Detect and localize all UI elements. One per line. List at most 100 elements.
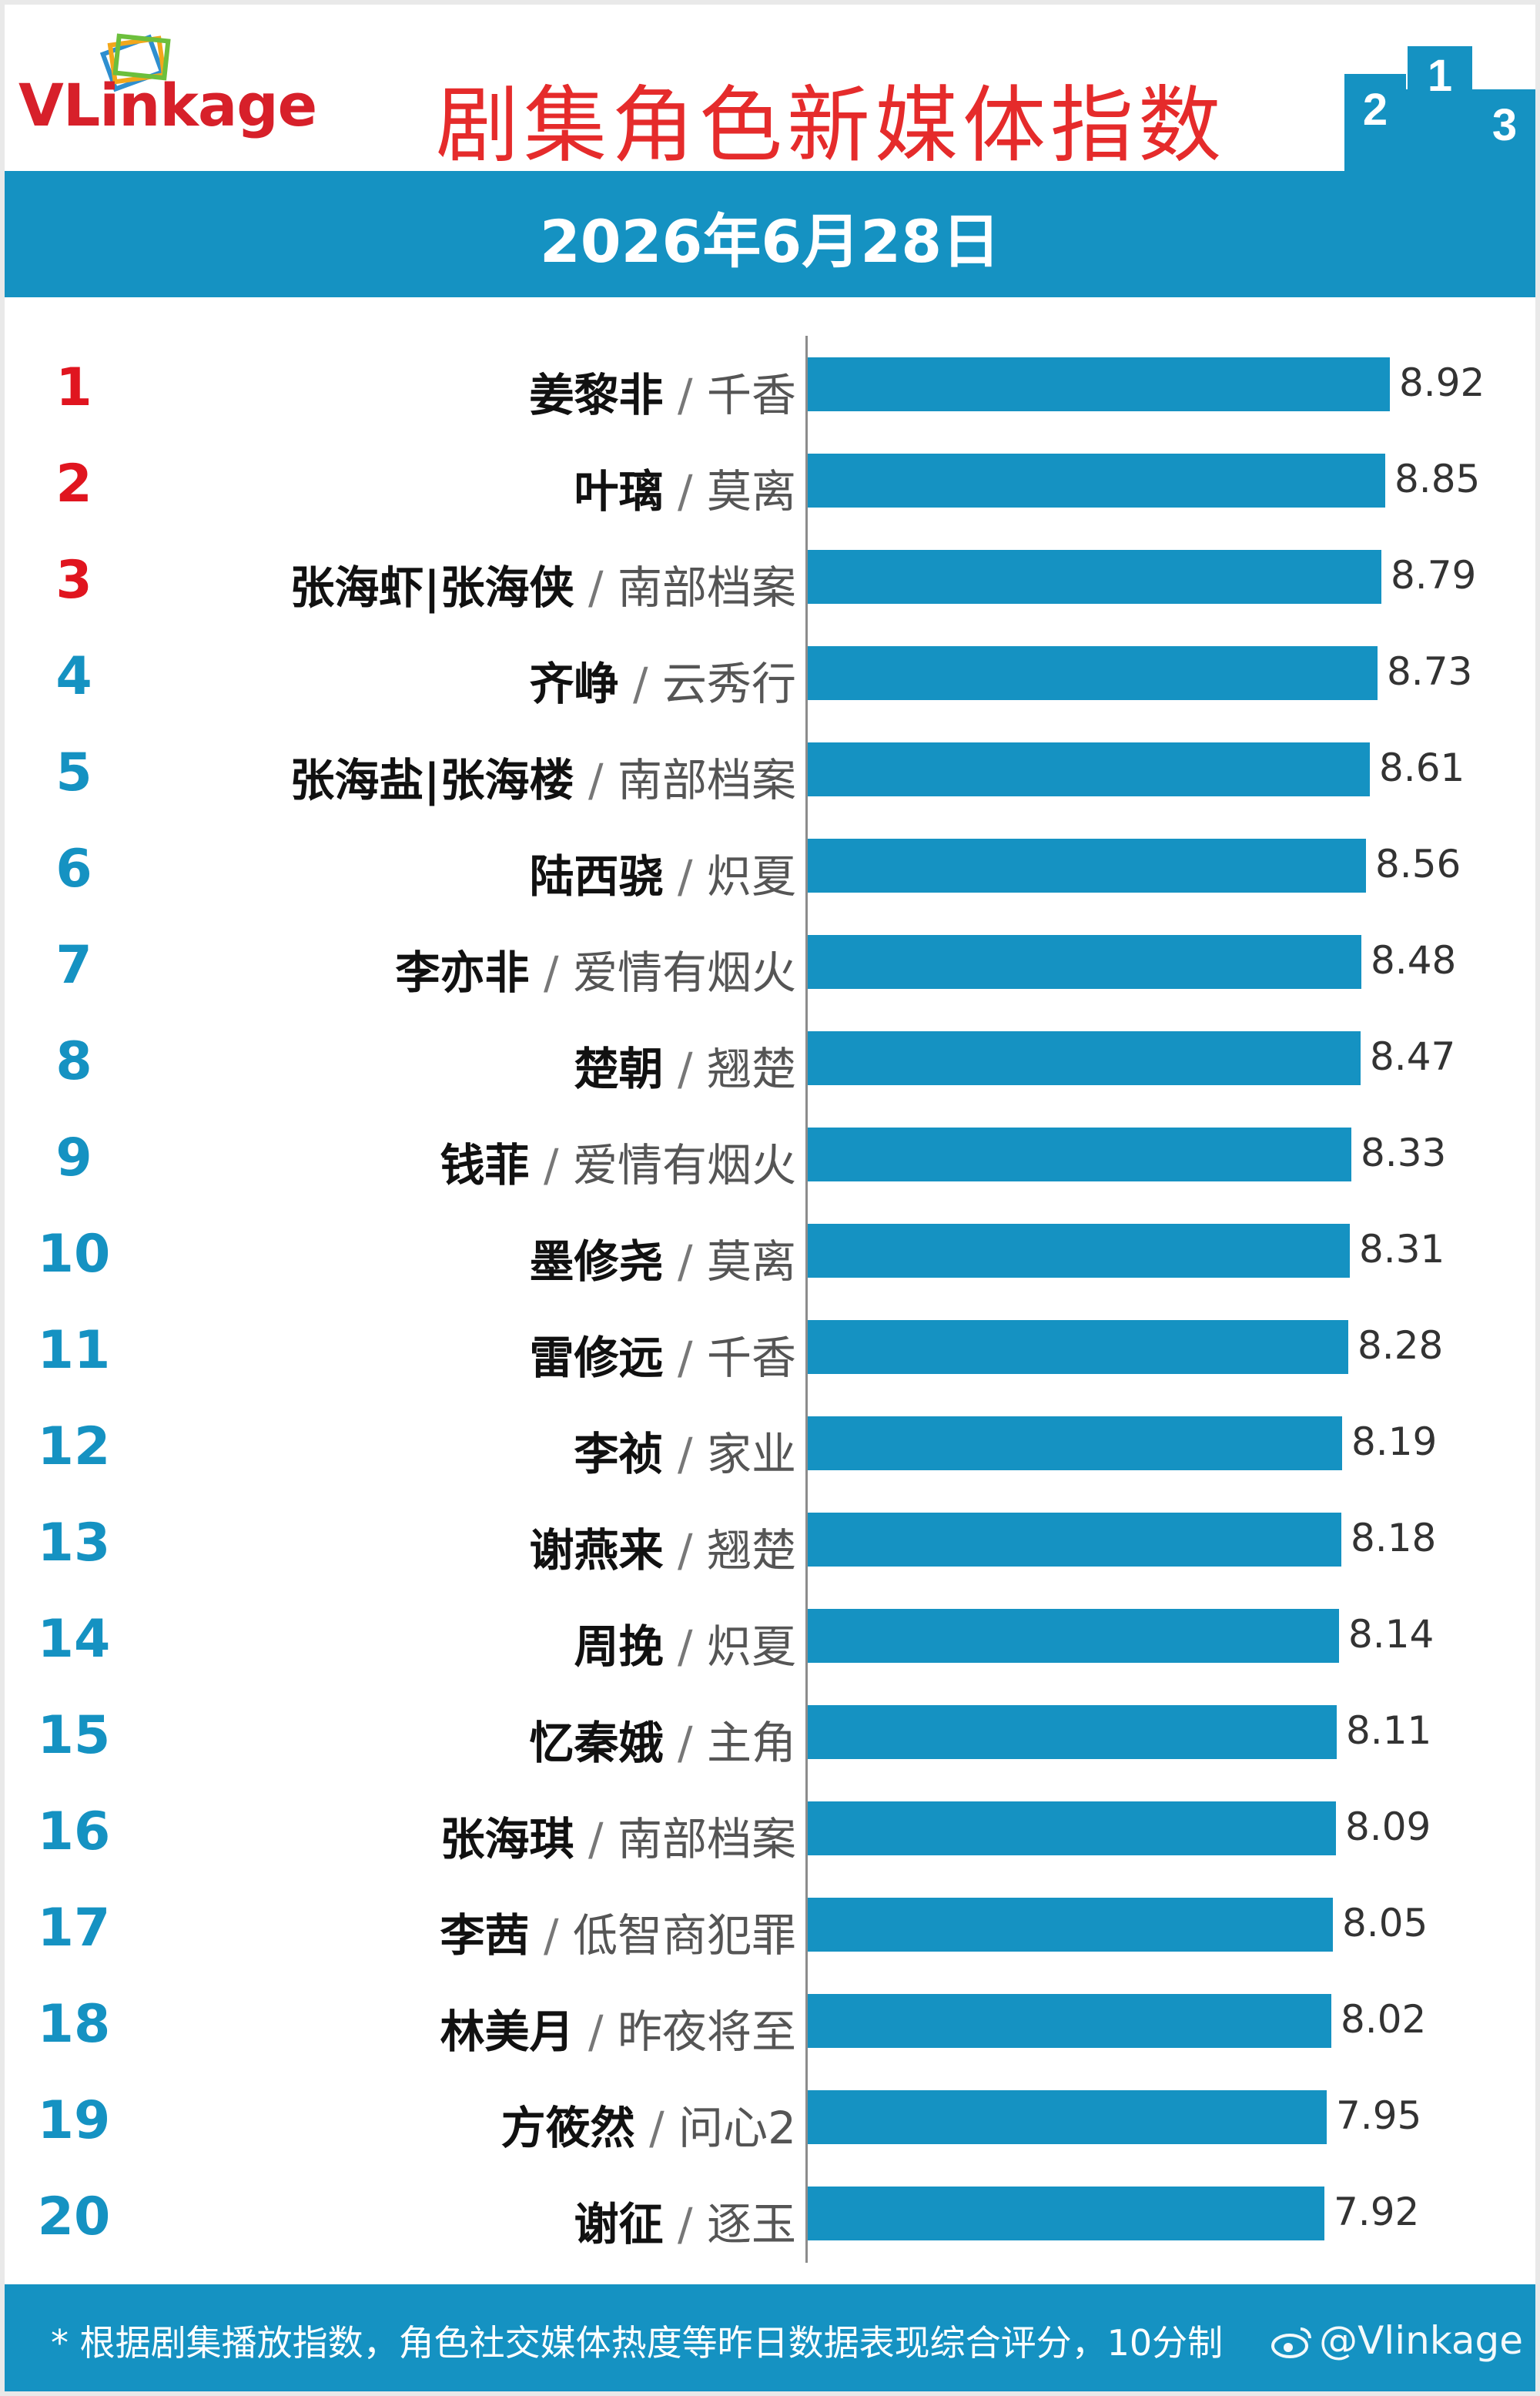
label-separator: / bbox=[574, 561, 618, 614]
character-name: 林美月 bbox=[440, 2006, 574, 2058]
label-separator: / bbox=[663, 850, 707, 903]
label-separator: / bbox=[574, 2006, 618, 2058]
rank-number: 1 bbox=[55, 357, 92, 418]
rank-number: 14 bbox=[37, 1609, 111, 1670]
chart-row: 17 李茜 / 低智商犯罪 8.05 bbox=[5, 1876, 1535, 1972]
row-label: 李祯 / 家业 bbox=[574, 1418, 796, 1483]
chart-row: 9 钱菲 / 爱情有烟火 8.33 bbox=[5, 1106, 1535, 1201]
rank-number: 9 bbox=[55, 1128, 92, 1188]
data-label: 8.31 bbox=[1359, 1227, 1445, 1272]
chart-row: 1 姜黎非 / 千香 8.92 bbox=[5, 336, 1535, 431]
data-bar bbox=[808, 2090, 1327, 2144]
vlinkage-logo: VLinkage bbox=[18, 28, 342, 151]
rank-number: 15 bbox=[37, 1705, 111, 1766]
character-name: 陆西骁 bbox=[529, 850, 664, 903]
character-name: 叶璃 bbox=[574, 465, 664, 518]
data-label: 8.33 bbox=[1361, 1131, 1447, 1175]
character-name: 钱菲 bbox=[440, 1139, 530, 1191]
drama-name: 问心2 bbox=[678, 2102, 796, 2154]
data-label: 8.14 bbox=[1348, 1612, 1435, 1657]
data-label: 8.79 bbox=[1391, 553, 1477, 598]
label-separator: / bbox=[663, 465, 707, 518]
data-label: 8.09 bbox=[1345, 1805, 1431, 1849]
data-bar bbox=[808, 935, 1361, 989]
page: VLinkage 剧集角色新媒体指数 2 1 3 2026年6月28日 1 姜黎非… bbox=[5, 5, 1535, 2391]
rank-number: 10 bbox=[37, 1224, 111, 1285]
row-label: 齐峥 / 云秀行 bbox=[530, 648, 796, 712]
page-title: 剧集角色新媒体指数 bbox=[436, 78, 1227, 174]
data-bar bbox=[808, 1128, 1351, 1181]
drama-name: 炽夏 bbox=[706, 1620, 796, 1673]
chart-row: 4 齐峥 / 云秀行 8.73 bbox=[5, 625, 1535, 720]
character-name: 李亦非 bbox=[395, 947, 530, 999]
rank-number: 19 bbox=[37, 2090, 111, 2151]
data-label: 8.61 bbox=[1379, 746, 1465, 790]
row-label: 姜黎非 / 千香 bbox=[530, 359, 796, 424]
character-name: 张海虾|张海侠 bbox=[290, 561, 574, 614]
row-label: 方筱然 / 问心2 bbox=[501, 2092, 796, 2156]
label-separator: / bbox=[663, 1428, 707, 1480]
chart-row: 13 谢燕来 / 翘楚 8.18 bbox=[5, 1491, 1535, 1587]
rank-number: 7 bbox=[55, 935, 92, 996]
label-separator: / bbox=[529, 1139, 573, 1191]
chart-row: 7 李亦非 / 爱情有烟火 8.48 bbox=[5, 913, 1535, 1009]
rank-number: 4 bbox=[55, 646, 92, 707]
watermark-text: @Vlinkage bbox=[1319, 2318, 1523, 2363]
drama-name: 云秀行 bbox=[661, 658, 796, 710]
data-bar bbox=[808, 454, 1385, 508]
chart-row: 11 雷修远 / 千香 8.28 bbox=[5, 1299, 1535, 1394]
label-separator: / bbox=[618, 658, 662, 710]
footnote: * 根据剧集播放指数，角色社交媒体热度等昨日数据表现综合评分，10分制 bbox=[51, 2322, 1224, 2364]
chart-axis-line bbox=[805, 336, 808, 2263]
row-label: 张海盐|张海楼 / 南部档案 bbox=[290, 744, 796, 809]
drama-name: 莫离 bbox=[706, 465, 796, 518]
chart-row: 3 张海虾|张海侠 / 南部档案 8.79 bbox=[5, 528, 1535, 624]
row-label: 雷修远 / 千香 bbox=[530, 1322, 796, 1386]
rank-number: 5 bbox=[55, 742, 92, 803]
data-bar bbox=[808, 550, 1381, 604]
chart-row: 18 林美月 / 昨夜将至 8.02 bbox=[5, 1972, 1535, 2068]
data-bar bbox=[808, 1994, 1331, 2048]
svg-text:1: 1 bbox=[1428, 51, 1452, 101]
drama-name: 翘楚 bbox=[706, 1043, 796, 1095]
row-label: 钱菲 / 爱情有烟火 bbox=[440, 1129, 796, 1194]
character-name: 张海盐|张海楼 bbox=[290, 754, 574, 806]
label-separator: / bbox=[663, 1524, 707, 1577]
label-separator: / bbox=[529, 1909, 573, 1962]
chart-row: 8 楚朝 / 翘楚 8.47 bbox=[5, 1010, 1535, 1105]
drama-name: 逐玉 bbox=[706, 2198, 796, 2250]
drama-name: 莫离 bbox=[706, 1235, 796, 1288]
chart-row: 10 墨修尧 / 莫离 8.31 bbox=[5, 1202, 1535, 1298]
row-label: 谢征 / 逐玉 bbox=[574, 2188, 796, 2253]
chart-row: 19 方筱然 / 问心2 7.95 bbox=[5, 2069, 1535, 2164]
row-label: 墨修尧 / 莫离 bbox=[530, 1225, 796, 1290]
svg-text:2: 2 bbox=[1363, 85, 1388, 135]
label-separator: / bbox=[574, 754, 618, 806]
weibo-icon bbox=[1271, 2327, 1312, 2358]
data-label: 8.85 bbox=[1394, 457, 1481, 501]
drama-name: 南部档案 bbox=[617, 754, 796, 806]
character-name: 李茜 bbox=[440, 1909, 530, 1962]
row-label: 楚朝 / 翘楚 bbox=[574, 1033, 796, 1097]
drama-name: 翘楚 bbox=[706, 1524, 796, 1577]
chart-row: 14 周挽 / 炽夏 8.14 bbox=[5, 1587, 1535, 1683]
rank-number: 8 bbox=[55, 1031, 92, 1092]
character-name: 周挽 bbox=[574, 1620, 664, 1673]
data-label: 8.28 bbox=[1358, 1323, 1444, 1368]
rank-number: 20 bbox=[37, 2187, 111, 2247]
data-bar bbox=[808, 646, 1378, 700]
rank-number: 6 bbox=[55, 839, 92, 900]
svg-text:3: 3 bbox=[1492, 100, 1517, 150]
drama-name: 炽夏 bbox=[706, 850, 796, 903]
data-bar bbox=[808, 2187, 1324, 2240]
character-name: 忆秦娥 bbox=[529, 1717, 664, 1769]
rank-number: 11 bbox=[37, 1320, 111, 1381]
podium-icon: 2 1 3 bbox=[1344, 46, 1535, 171]
row-label: 叶璃 / 莫离 bbox=[574, 455, 796, 520]
data-label: 8.18 bbox=[1351, 1516, 1437, 1560]
data-label: 8.11 bbox=[1346, 1708, 1432, 1753]
character-name: 李祯 bbox=[574, 1428, 664, 1480]
rank-number: 3 bbox=[55, 550, 92, 611]
label-separator: / bbox=[529, 947, 573, 999]
data-label: 8.02 bbox=[1341, 1997, 1427, 2042]
